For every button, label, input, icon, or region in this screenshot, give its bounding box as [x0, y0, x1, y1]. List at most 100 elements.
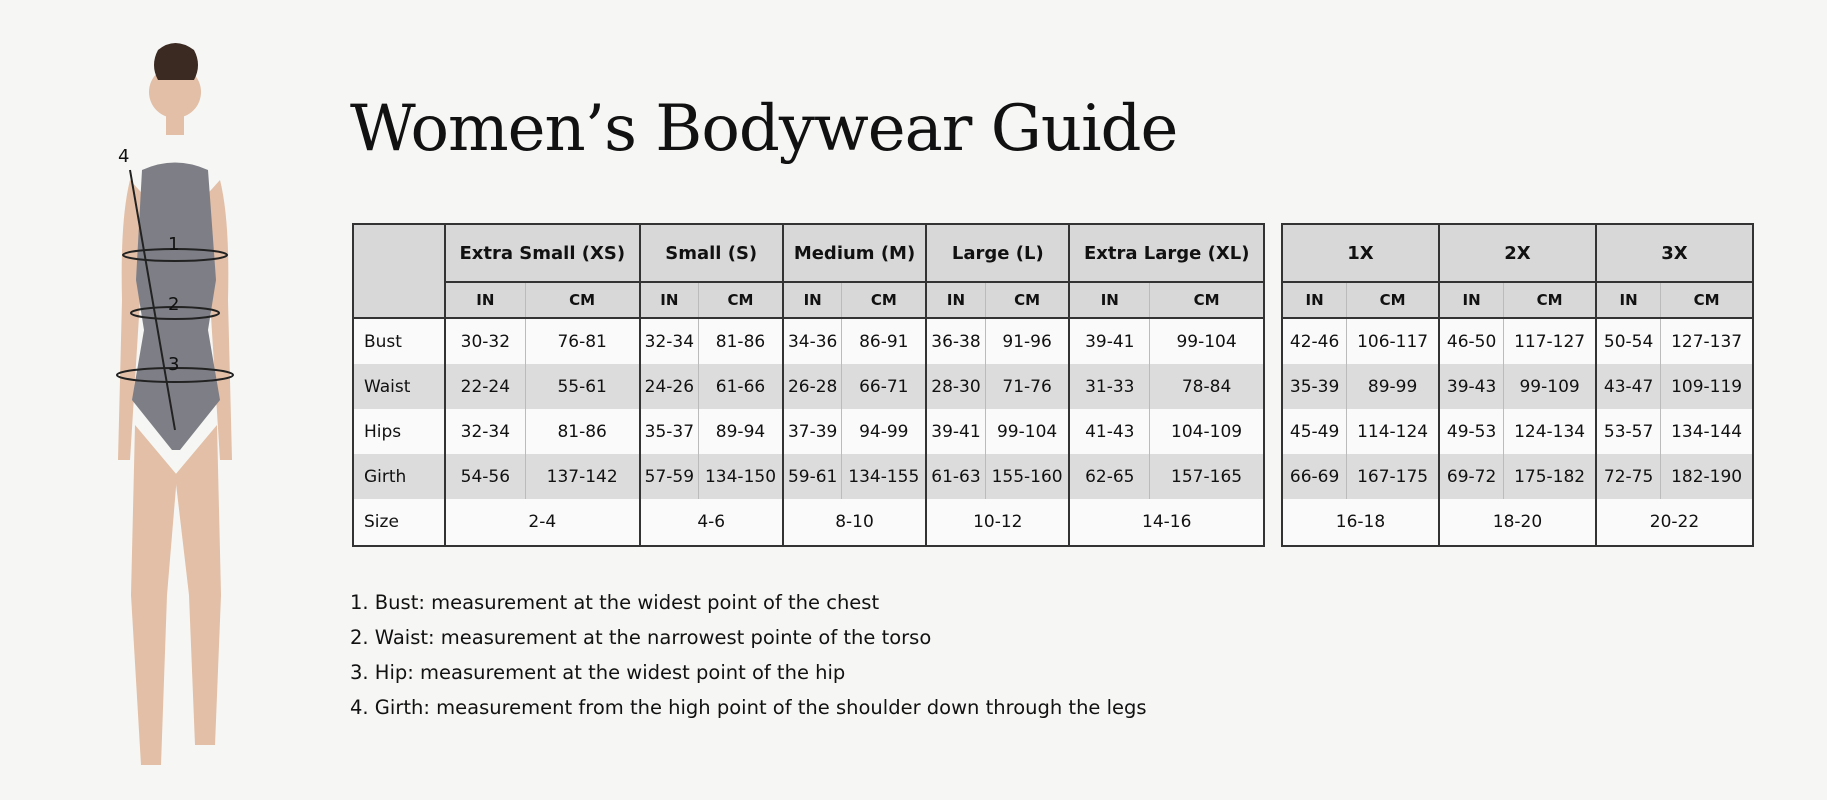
value-in: 35-37: [638, 409, 699, 454]
value-in: 42-46: [1289, 331, 1340, 352]
value-in: 36-38: [925, 318, 986, 364]
value-in: 31-33: [1068, 364, 1150, 409]
value-cm: 81-86: [698, 318, 783, 364]
table-row: Waist 22-24 55-61 24-26 61-66 26-28 66-71 28-30…: [353, 364, 1264, 409]
figure-label-2: 2: [168, 294, 179, 315]
unit-cm: CM: [984, 282, 1070, 319]
value-cm: 175-182: [1503, 454, 1596, 499]
value-in: 62-65: [1068, 454, 1150, 499]
unit-in: IN: [1437, 282, 1504, 319]
value-in: 49-53: [1437, 409, 1504, 454]
figure-label-4: 4: [118, 146, 129, 167]
value-cm: 106-117: [1346, 318, 1439, 364]
value-in: 54-56: [443, 454, 526, 499]
unit-in: IN: [1282, 282, 1347, 319]
value-in: 72-75: [1594, 454, 1661, 499]
size-header: Medium (M): [781, 224, 927, 283]
value-cm: 124-134: [1503, 409, 1596, 454]
unit-in: IN: [638, 282, 699, 319]
value-in: 61-63: [925, 454, 986, 499]
size-table-standard: Extra Small (XS) Small (S) Medium (M) Large…: [352, 223, 1265, 547]
value-in: 39-41: [925, 409, 986, 454]
size-header: Extra Small (XS): [444, 224, 640, 283]
us-size: 14-16: [1068, 499, 1264, 546]
us-size: 10-12: [925, 499, 1070, 546]
value-cm: 167-175: [1346, 454, 1439, 499]
size-header: Extra Large (XL): [1068, 224, 1264, 283]
value-in: 24-26: [638, 364, 699, 409]
value-in: 22-24: [443, 364, 526, 409]
unit-in: IN: [925, 282, 986, 319]
table-row: 45-49 114-124 49-53 124-134 53-57 134-144: [1282, 409, 1753, 454]
unit-in: IN: [443, 282, 526, 319]
value-in: 39-43: [1437, 364, 1504, 409]
value-cm: 109-119: [1660, 364, 1753, 409]
value-cm: 127-137: [1660, 318, 1753, 364]
figure-label-1: 1: [168, 234, 179, 255]
value-cm: 89-99: [1346, 364, 1439, 409]
size-header: Large (L): [925, 224, 1070, 283]
value-cm: 99-109: [1503, 364, 1596, 409]
table-row: 35-39 89-99 39-43 99-109 43-47 109-119: [1282, 364, 1753, 409]
size-table-plus: 1X 2X 3X IN CM IN CM IN CM 42-46 106-117 46-50 117-1…: [1281, 223, 1754, 547]
us-size: 20-22: [1594, 499, 1753, 546]
value-cm: 134-155: [841, 454, 927, 499]
value-in: 28-30: [925, 364, 986, 409]
row-label: Girth: [353, 454, 446, 499]
value-in: 32-34: [638, 318, 699, 364]
row-label: Size: [353, 499, 446, 546]
unit-cm: CM: [841, 282, 927, 319]
unit-cm: CM: [698, 282, 783, 319]
value-cm: 99-104: [984, 409, 1070, 454]
value-cm: 55-61: [524, 364, 640, 409]
value-cm: 78-84: [1149, 364, 1264, 409]
table-row: Bust 30-32 76-81 32-34 81-86 34-36 86-91 36-38 9…: [353, 318, 1264, 364]
unit-cm: CM: [524, 282, 640, 319]
unit-cm: CM: [1346, 282, 1439, 319]
unit-cm: CM: [1149, 282, 1264, 319]
value-cm: 86-91: [841, 318, 927, 364]
value-cm: 117-127: [1503, 318, 1596, 364]
value-cm: 76-81: [524, 318, 640, 364]
us-size: 18-20: [1437, 499, 1596, 546]
value-in: 34-36: [781, 318, 842, 364]
value-cm: 137-142: [524, 454, 640, 499]
note-bust: 1. Bust: measurement at the widest point…: [350, 591, 880, 614]
size-header: 3X: [1594, 224, 1753, 283]
value-in: 66-69: [1282, 454, 1347, 499]
value-cm: 157-165: [1149, 454, 1264, 499]
value-in: 30-32: [443, 318, 526, 364]
value-in: 50-54: [1594, 318, 1661, 364]
size-header: 2X: [1437, 224, 1596, 283]
value-in: 32-34: [443, 409, 526, 454]
row-label: Waist: [353, 364, 446, 409]
page-title: Women’s Bodywear Guide: [350, 92, 1178, 166]
value-in: 43-47: [1594, 364, 1661, 409]
row-label: Bust: [353, 318, 446, 364]
value-cm: 134-144: [1660, 409, 1753, 454]
value-in: 37-39: [781, 409, 842, 454]
unit-blank: [353, 282, 446, 319]
value-cm: 134-150: [698, 454, 783, 499]
table-row: 66-69 167-175 69-72 175-182 72-75 182-190: [1282, 454, 1753, 499]
table-row: 42-46 106-117 46-50 117-127 50-54 127-137: [1282, 318, 1753, 364]
unit-cm: CM: [1503, 282, 1596, 319]
us-size: 4-6: [638, 499, 783, 546]
value-in: 46-50: [1437, 318, 1504, 364]
size-header: 1X: [1282, 224, 1439, 283]
value-cm: 104-109: [1149, 409, 1264, 454]
value-cm: 182-190: [1660, 454, 1753, 499]
note-hip: 3. Hip: measurement at the widest point …: [350, 661, 846, 684]
value-cm: 99-104: [1149, 318, 1264, 364]
unit-in: IN: [1594, 282, 1661, 319]
value-cm: 89-94: [698, 409, 783, 454]
value-cm: 94-99: [841, 409, 927, 454]
note-waist: 2. Waist: measurement at the narrowest p…: [350, 626, 932, 649]
value-cm: 61-66: [698, 364, 783, 409]
measurement-notes: 1. Bust: measurement at the widest point…: [350, 585, 1147, 725]
figure-label-3: 3: [168, 354, 179, 375]
value-cm: 66-71: [841, 364, 927, 409]
unit-cm: CM: [1660, 282, 1753, 319]
us-size: 2-4: [444, 499, 640, 546]
value-in: 35-39: [1282, 364, 1347, 409]
